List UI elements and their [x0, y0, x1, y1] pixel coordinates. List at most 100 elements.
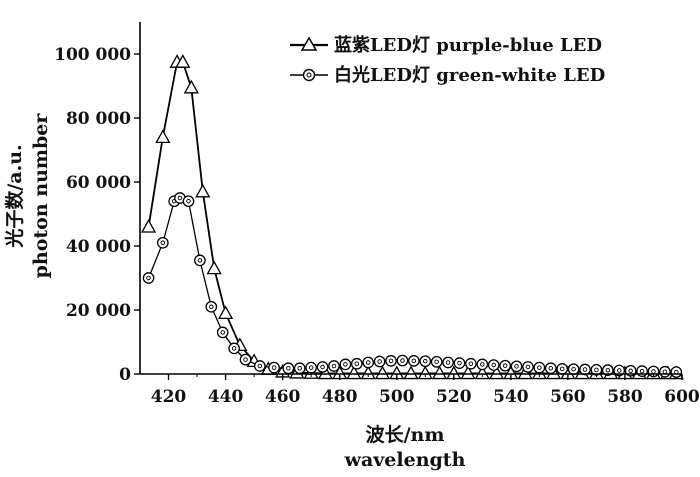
data-point-green-white — [156, 236, 169, 249]
data-point-green-white — [476, 358, 489, 371]
x-tick-label: 600 — [664, 387, 700, 407]
x-tick-label: 540 — [493, 387, 529, 407]
data-point-green-white — [339, 358, 352, 371]
data-point-green-white-inner — [434, 359, 439, 365]
legend-label-green-white: 白光LED灯 green-white LED — [334, 64, 605, 86]
data-point-green-white-inner — [343, 362, 348, 367]
data-point-green-white-inner — [445, 360, 451, 365]
y-tick-label: 100 000 — [54, 45, 131, 65]
y-tick-label: 80 000 — [66, 109, 131, 129]
data-point-green-white — [430, 355, 443, 368]
data-point-green-white — [487, 359, 500, 371]
x-tick-label: 580 — [607, 387, 643, 407]
data-point-green-white — [510, 360, 523, 373]
data-point-green-white — [408, 355, 420, 367]
data-point-green-white — [567, 363, 580, 376]
data-point-green-white-inner — [320, 364, 325, 370]
x-tick-label: 440 — [208, 387, 244, 407]
data-point-green-white — [182, 195, 195, 208]
data-point-green-white — [268, 361, 280, 374]
data-point-purple-blue — [460, 365, 476, 380]
data-point-green-white — [613, 364, 626, 377]
data-point-purple-blue — [417, 365, 433, 380]
x-axis-title-english: wavelength — [344, 449, 466, 471]
data-point-green-white — [253, 360, 266, 372]
data-point-green-white-inner — [480, 362, 485, 367]
data-point-green-white — [419, 355, 432, 368]
data-point-green-white — [362, 356, 375, 369]
data-point-green-white — [544, 362, 557, 375]
data-point-green-white-inner — [177, 195, 183, 201]
data-point-green-white — [142, 272, 155, 284]
data-point-green-white-inner — [354, 361, 360, 367]
data-point-purple-blue — [175, 54, 191, 68]
data-point-green-white — [239, 353, 252, 366]
data-point-green-white-inner — [197, 258, 203, 263]
data-point-green-white-inner — [502, 363, 508, 368]
data-point-purple-blue — [403, 365, 419, 380]
data-point-purple-blue — [360, 365, 376, 380]
data-point-green-white — [194, 254, 206, 267]
data-point-green-white-inner — [605, 367, 611, 373]
x-ticks: 420 440 460 480 500 520 540 560 580 600 — [151, 374, 700, 407]
legend-triangle-marker — [300, 36, 318, 51]
y-axis-title-group: 光子数/a.u. — [3, 144, 26, 248]
data-point-green-white-inner — [582, 367, 588, 372]
data-point-green-white-inner — [400, 358, 405, 363]
data-point-green-white — [670, 366, 683, 378]
data-point-green-white-inner — [639, 368, 645, 374]
x-tick-label: 480 — [322, 387, 358, 407]
legend-label-purple-blue: 蓝紫LED灯 purple-blue LED — [334, 34, 602, 56]
data-point-green-white — [385, 355, 397, 367]
data-point-green-white — [453, 357, 466, 369]
data-point-purple-blue — [140, 218, 157, 233]
data-point-green-white-inner — [146, 275, 151, 281]
data-point-green-white — [373, 355, 386, 368]
legend-circle-marker — [302, 68, 316, 82]
y-tick-label: 0 — [119, 365, 131, 385]
data-point-purple-blue — [488, 365, 505, 380]
x-tick-label: 420 — [151, 387, 187, 407]
y-axis-title-chinese: 光子数/a.u. — [3, 144, 26, 248]
data-point-green-white-inner — [468, 361, 474, 367]
data-point-purple-blue — [346, 365, 362, 380]
data-point-green-white — [228, 342, 240, 355]
data-point-green-white — [601, 364, 614, 377]
data-point-green-white — [465, 357, 477, 370]
y-axis-title-group-en: photon number — [30, 113, 52, 279]
y-tick-label: 20 000 — [66, 301, 131, 321]
data-point-green-white — [316, 361, 329, 373]
data-point-purple-blue — [431, 365, 448, 380]
data-point-purple-blue — [474, 365, 490, 380]
data-point-green-white — [396, 354, 409, 367]
data-point-green-white — [442, 356, 454, 369]
data-point-green-white — [579, 363, 591, 376]
data-point-purple-blue — [155, 129, 171, 144]
data-point-green-white — [305, 361, 318, 374]
data-point-green-white — [282, 362, 295, 375]
legend: 蓝紫LED灯 purple-blue LED 白光LED灯 green-whit… — [290, 34, 605, 86]
data-point-green-white-inner — [231, 346, 237, 351]
data-point-green-white — [659, 365, 671, 378]
data-point-green-white-inner — [286, 365, 291, 371]
data-point-purple-blue — [183, 79, 199, 94]
y-tick-label: 40 000 — [66, 237, 131, 257]
data-point-purple-blue — [195, 183, 211, 198]
x-axis-title-chinese: 波长/nm — [366, 423, 445, 446]
data-point-green-white — [216, 326, 229, 339]
data-point-green-white — [499, 359, 511, 372]
y-ticks: 0 20 000 40 000 60 000 80 000 100 000 — [54, 45, 140, 385]
series-line-purple-blue — [147, 61, 677, 375]
data-point-green-white-inner — [525, 364, 531, 370]
data-point-green-white — [350, 357, 363, 370]
data-point-green-white — [328, 360, 340, 372]
data-point-green-white-inner — [411, 358, 417, 364]
data-point-green-white — [522, 361, 534, 373]
data-point-green-white-inner — [243, 357, 248, 362]
x-tick-label: 500 — [379, 387, 415, 407]
data-point-purple-blue — [374, 365, 391, 380]
axes — [139, 22, 682, 375]
data-point-green-white-inner — [209, 304, 214, 310]
